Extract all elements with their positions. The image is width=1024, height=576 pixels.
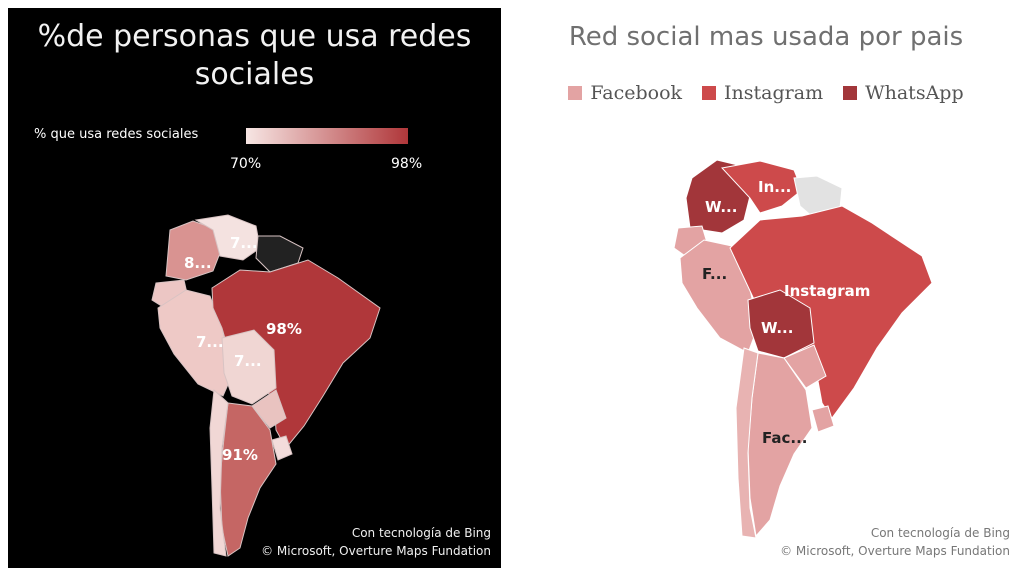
map-label-colombia: W... — [705, 198, 737, 216]
legend-swatch-instagram — [702, 86, 717, 100]
legend-item-instagram: Instagram — [702, 82, 823, 104]
right-categorical-map: In... W... F... Instagram W... Fac... — [673, 159, 933, 539]
map-label-argentina: Fac... — [762, 429, 807, 447]
left-credit-line2: © Microsoft, Overture Maps Fundation — [261, 544, 491, 558]
map-label-bolivia: 7... — [234, 352, 262, 370]
region-bolivia[interactable] — [221, 329, 277, 405]
map-label-argentina: 91% — [222, 446, 258, 464]
right-map-panel: Red social mas usada por pais Facebook I… — [512, 8, 1020, 568]
region-venezuela[interactable] — [194, 214, 261, 261]
color-scale-bar — [246, 128, 408, 144]
map-label-venezuela: In... — [758, 178, 791, 196]
left-chart-title: %de personas que usa redes sociales — [37, 19, 472, 92]
region-paraguay[interactable] — [251, 389, 287, 429]
map-label-brazil: 98% — [266, 320, 302, 338]
map-label-bolivia: W... — [761, 319, 793, 337]
legend-swatch-whatsapp — [843, 86, 858, 100]
right-credit-line1: Con tecnología de Bing — [870, 526, 1010, 540]
region-chile[interactable] — [209, 388, 229, 557]
legend: Facebook Instagram WhatsApp — [512, 82, 1020, 104]
right-credit-line2: © Microsoft, Overture Maps Fundation — [780, 544, 1010, 558]
map-label-venezuela: 7... — [230, 234, 258, 252]
map-label-peru: F... — [702, 265, 727, 283]
region-colombia[interactable] — [165, 220, 221, 281]
legend-item-whatsapp: WhatsApp — [843, 82, 964, 104]
region-venezuela[interactable] — [721, 160, 803, 214]
region-paraguay[interactable] — [783, 344, 827, 389]
region-argentina[interactable] — [219, 402, 277, 557]
color-scale-label: % que usa redes sociales — [34, 127, 199, 142]
color-scale-min: 70% — [230, 156, 262, 172]
legend-label-facebook: Facebook — [590, 82, 683, 104]
region-bolivia[interactable] — [747, 289, 815, 359]
left-credit-line1: Con tecnología de Bing — [351, 526, 491, 540]
map-label-peru: 7... — [196, 333, 224, 351]
color-scale-max: 98% — [391, 156, 423, 172]
region-uruguay[interactable] — [811, 405, 835, 433]
region-peru[interactable] — [679, 239, 759, 354]
region-chile[interactable] — [735, 347, 759, 539]
region-uruguay[interactable] — [271, 435, 293, 461]
legend-label-instagram: Instagram — [724, 82, 824, 104]
map-label-colombia: 8... — [184, 254, 212, 272]
right-chart-title: Red social mas usada por pais — [568, 22, 964, 52]
left-map-panel: %de personas que usa redes sociales % que… — [8, 8, 501, 568]
left-choropleth-map: 8... 7... 7... 7... 98% 91% — [151, 214, 381, 557]
legend-item-facebook: Facebook — [568, 82, 682, 104]
map-label-brazil: Instagram — [784, 282, 870, 300]
legend-swatch-facebook — [568, 86, 583, 100]
legend-label-whatsapp: WhatsApp — [865, 82, 964, 104]
